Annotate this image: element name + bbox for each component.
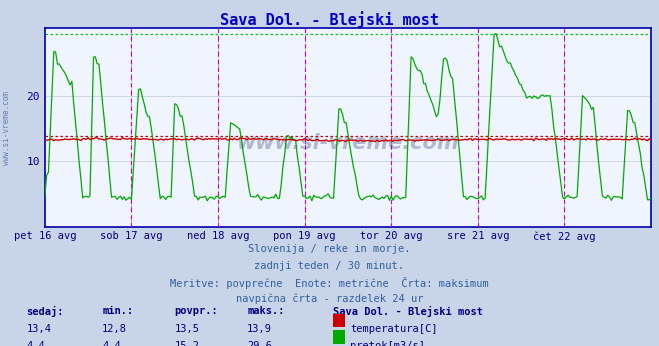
Text: navpična črta - razdelek 24 ur: navpična črta - razdelek 24 ur xyxy=(236,294,423,304)
Text: Sava Dol. - Blejski most: Sava Dol. - Blejski most xyxy=(220,11,439,28)
Text: pretok[m3/s]: pretok[m3/s] xyxy=(350,341,425,346)
Text: min.:: min.: xyxy=(102,306,133,316)
Text: Slovenija / reke in morje.: Slovenija / reke in morje. xyxy=(248,244,411,254)
Text: Meritve: povprečne  Enote: metrične  Črta: maksimum: Meritve: povprečne Enote: metrične Črta:… xyxy=(170,277,489,289)
Text: 15,2: 15,2 xyxy=(175,341,200,346)
Text: zadnji teden / 30 minut.: zadnji teden / 30 minut. xyxy=(254,261,405,271)
Text: 4,4: 4,4 xyxy=(26,341,45,346)
Text: povpr.:: povpr.: xyxy=(175,306,218,316)
Text: 4,4: 4,4 xyxy=(102,341,121,346)
Text: temperatura[C]: temperatura[C] xyxy=(350,324,438,334)
Text: www.si-vreme.com: www.si-vreme.com xyxy=(237,133,459,153)
Text: www.si-vreme.com: www.si-vreme.com xyxy=(2,91,11,165)
Text: 13,9: 13,9 xyxy=(247,324,272,334)
Text: maks.:: maks.: xyxy=(247,306,285,316)
Text: Sava Dol. - Blejski most: Sava Dol. - Blejski most xyxy=(333,306,483,317)
Text: 13,4: 13,4 xyxy=(26,324,51,334)
Text: sedaj:: sedaj: xyxy=(26,306,64,317)
Text: 29,6: 29,6 xyxy=(247,341,272,346)
Text: 12,8: 12,8 xyxy=(102,324,127,334)
Text: 13,5: 13,5 xyxy=(175,324,200,334)
